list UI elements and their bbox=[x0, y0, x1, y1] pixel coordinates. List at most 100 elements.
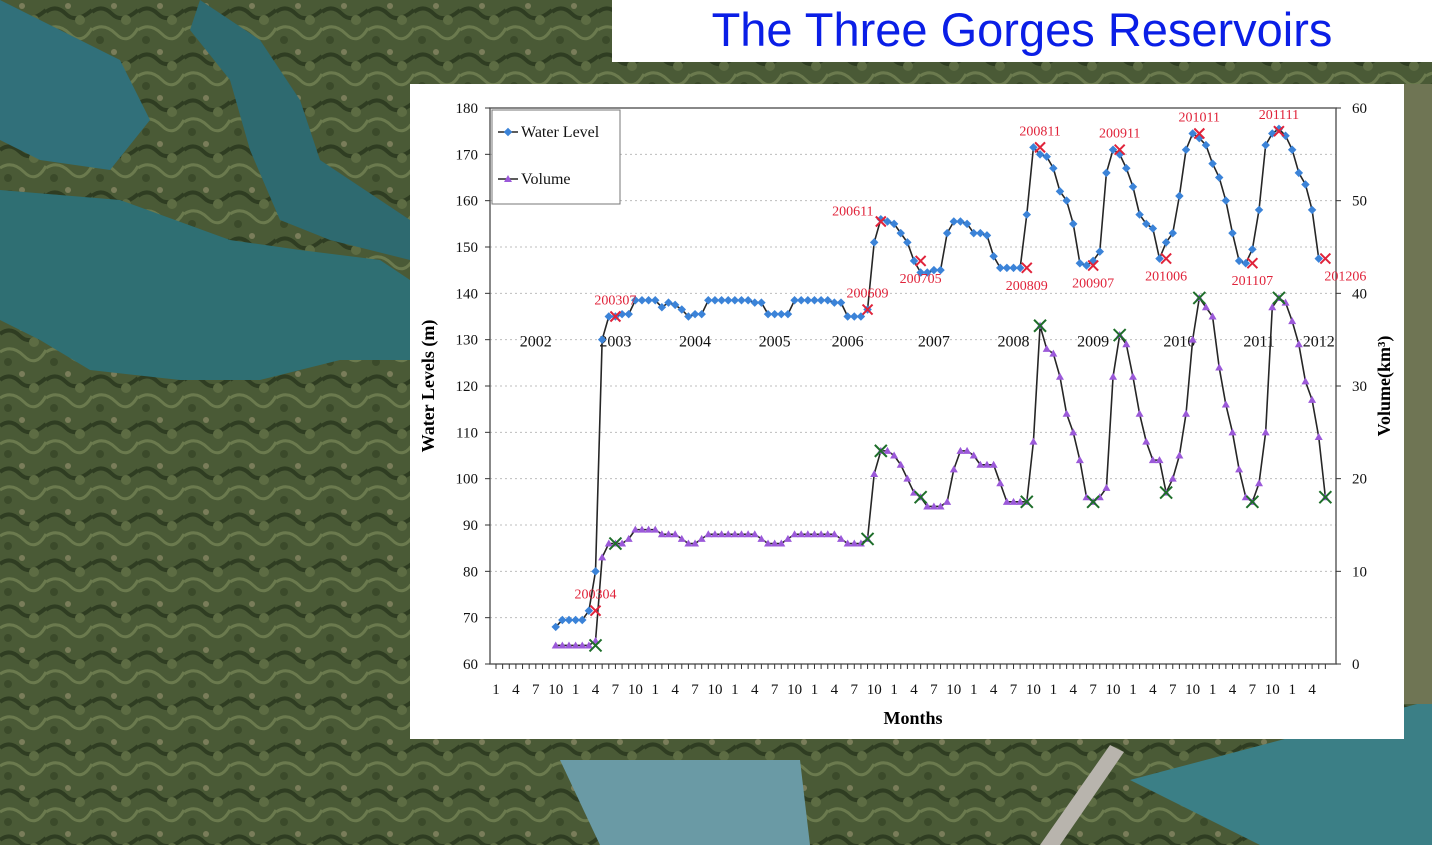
year-label: 2005 bbox=[759, 334, 791, 351]
water-level-point bbox=[1175, 191, 1184, 201]
x-tick-label: 4 bbox=[990, 682, 998, 698]
water-level-point bbox=[591, 567, 600, 576]
water-level-point bbox=[571, 615, 580, 625]
peak-marker bbox=[1113, 143, 1126, 156]
right-tick-label: 20 bbox=[1352, 472, 1367, 488]
water-level-point bbox=[1248, 245, 1257, 254]
volume-marker bbox=[588, 638, 603, 653]
year-label: 2007 bbox=[918, 334, 950, 351]
water-level-point bbox=[1068, 219, 1078, 229]
x-tick-label: 4 bbox=[1069, 682, 1077, 698]
volume-point bbox=[837, 534, 846, 542]
volume-point bbox=[564, 641, 573, 649]
volume-point bbox=[691, 539, 700, 547]
water-level-point bbox=[1102, 168, 1111, 178]
peak-label: 200609 bbox=[847, 287, 889, 302]
volume-point bbox=[704, 530, 713, 538]
volume-marker bbox=[913, 490, 928, 504]
peak-label: 200809 bbox=[1006, 279, 1048, 294]
y-axis-label-left: Water Levels (m) bbox=[418, 320, 439, 453]
volume-point bbox=[1128, 372, 1137, 380]
volume-point bbox=[1075, 456, 1084, 464]
x-tick-label: 10 bbox=[946, 682, 961, 698]
volume-marker bbox=[1272, 291, 1286, 305]
water-level-point bbox=[644, 296, 653, 305]
volume-point bbox=[929, 502, 938, 510]
series-line bbox=[555, 127, 1320, 628]
x-tick-label: 4 bbox=[592, 682, 600, 698]
x-tick-label: 1 bbox=[1129, 682, 1137, 698]
volume-point bbox=[631, 525, 640, 533]
peak-label: 201206 bbox=[1324, 270, 1366, 285]
water-level-point bbox=[664, 298, 673, 307]
volume-point bbox=[717, 530, 726, 538]
volume-point bbox=[604, 539, 613, 547]
year-label: 2003 bbox=[599, 334, 631, 351]
volume-point bbox=[969, 451, 978, 459]
volume-marker bbox=[1318, 490, 1333, 504]
volume-marker bbox=[1112, 328, 1127, 342]
x-tick-label: 4 bbox=[671, 682, 679, 698]
volume-point bbox=[777, 539, 786, 547]
left-tick-label: 170 bbox=[456, 147, 479, 163]
volume-point bbox=[750, 530, 759, 538]
water-level-point bbox=[1015, 263, 1025, 273]
water-level-point bbox=[989, 252, 998, 261]
volume-marker bbox=[1033, 319, 1047, 333]
water-level-point bbox=[597, 335, 607, 344]
left-tick-label: 150 bbox=[456, 240, 479, 256]
volume-point bbox=[1221, 400, 1230, 408]
water-level-point bbox=[750, 298, 760, 307]
year-label: 2008 bbox=[998, 334, 1030, 351]
water-level-point bbox=[1002, 263, 1012, 273]
volume-point bbox=[598, 553, 607, 561]
water-level-point bbox=[803, 296, 813, 305]
water-level-point bbox=[770, 309, 779, 319]
x-tick-label: 1 bbox=[1288, 682, 1296, 698]
x-tick-label: 4 bbox=[1308, 682, 1316, 698]
water-level-point bbox=[1234, 256, 1244, 266]
volume-point bbox=[724, 530, 733, 538]
peak-label: 200611 bbox=[832, 205, 873, 220]
volume-point bbox=[1314, 432, 1323, 440]
volume-point bbox=[644, 525, 653, 533]
volume-point bbox=[1049, 349, 1058, 357]
volume-point bbox=[1301, 377, 1310, 385]
peak-label: 201111 bbox=[1259, 108, 1299, 123]
volume-point bbox=[1062, 409, 1071, 417]
volume-point bbox=[1016, 497, 1025, 505]
x-tick-label: 1 bbox=[1050, 682, 1058, 698]
volume-point bbox=[744, 530, 753, 538]
volume-point bbox=[578, 641, 587, 649]
volume-point bbox=[1102, 483, 1111, 491]
volume-point bbox=[1109, 372, 1118, 380]
water-level-point bbox=[1214, 173, 1224, 182]
water-level-point bbox=[1307, 205, 1317, 215]
volume-point bbox=[684, 539, 693, 547]
water-level-point bbox=[830, 298, 839, 307]
x-tick-label: 1 bbox=[492, 682, 500, 698]
volume-point bbox=[1135, 409, 1144, 417]
water-level-point bbox=[584, 606, 594, 615]
volume-point bbox=[797, 530, 806, 538]
x-axis-label: Months bbox=[883, 708, 942, 728]
peak-marker bbox=[861, 303, 874, 316]
right-tick-label: 10 bbox=[1352, 564, 1367, 580]
x-tick-label: 4 bbox=[751, 682, 759, 698]
volume-point bbox=[637, 525, 646, 533]
volume-point bbox=[890, 451, 899, 459]
water-level-point bbox=[1301, 180, 1310, 189]
x-tick-label: 1 bbox=[731, 682, 739, 698]
water-level-point bbox=[956, 217, 965, 226]
left-tick-label: 140 bbox=[456, 286, 479, 302]
water-level-point bbox=[743, 296, 753, 305]
peak-marker bbox=[1087, 259, 1099, 272]
water-level-point bbox=[631, 296, 640, 305]
peak-marker bbox=[1193, 127, 1206, 140]
left-axis-ticks: 60 70 80 90 100 110 120 130 140 150 160 170 180 bbox=[456, 101, 490, 673]
water-level-point bbox=[1314, 254, 1323, 263]
volume-point bbox=[697, 534, 706, 542]
volume-point bbox=[976, 460, 985, 468]
year-labels: 2002 2003 2004 2005 2006 2007 2008 2009 2010 2011… bbox=[520, 334, 1335, 351]
reservoir-water bbox=[0, 190, 410, 380]
